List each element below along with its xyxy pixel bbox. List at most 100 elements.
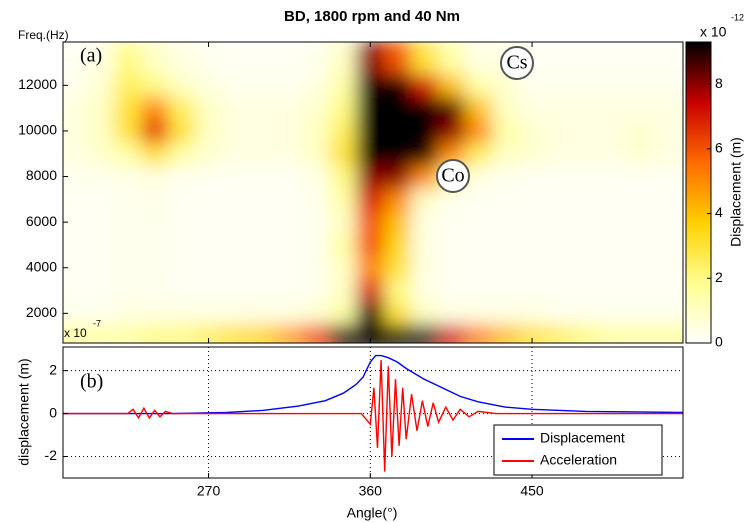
heatmap-cell	[63, 73, 88, 98]
heatmap-cell	[437, 96, 466, 121]
heatmap-cell	[87, 73, 115, 98]
heatmap-cell	[141, 73, 169, 98]
heatmap-cell	[168, 42, 196, 75]
heatmap-cell	[249, 187, 277, 212]
heatmap-cell	[383, 256, 412, 280]
heatmap-cell	[572, 210, 600, 235]
heatmap-cell	[87, 142, 115, 166]
heatmap-cell	[545, 233, 573, 257]
heatmap-cell	[87, 210, 115, 235]
overlay: 2000 4000 6000 8000 10000 12000 BD, 1800 rpm a…	[16, 8, 744, 521]
heatmap-cell	[63, 256, 88, 280]
heatmap-cell	[491, 256, 520, 280]
heatmap-cell	[195, 42, 223, 75]
heatmap-cell	[545, 256, 573, 280]
y-axis-label: displacement (m)	[16, 358, 32, 465]
heatmap-cell	[222, 142, 250, 166]
heatmap-cell	[410, 301, 439, 326]
heatmap-cell	[518, 96, 547, 121]
heatmap-cell	[141, 279, 169, 303]
heatmap-cell	[329, 324, 358, 343]
heatmap-cell	[195, 165, 223, 189]
heatmap-cell	[653, 256, 683, 280]
heatmap-cell	[275, 73, 304, 98]
heatmap-cell	[491, 279, 520, 303]
heatmap-cell	[275, 256, 304, 280]
heatmap-cell	[87, 256, 115, 280]
heatmap-cell	[195, 233, 223, 257]
heatmap-cell	[114, 187, 142, 212]
heatmap-cell	[168, 301, 196, 326]
legend-label: Displacement	[540, 430, 625, 446]
heatmap-cell	[545, 73, 573, 98]
heatmap-cell	[437, 73, 466, 98]
heatmap-cell	[63, 96, 88, 121]
heatmap-cell	[437, 187, 466, 212]
y-tick-label: 8000	[26, 167, 57, 183]
heatmap-cell	[626, 165, 654, 189]
heatmap-cell	[599, 324, 627, 343]
heatmap-cell	[653, 187, 683, 212]
heatmap-cell	[383, 279, 412, 303]
heatmap-cell	[87, 96, 115, 121]
heatmap-cell	[63, 119, 88, 143]
heatmap-cell	[545, 165, 573, 189]
y-tick-label: 2	[49, 361, 57, 377]
heatmap-cell	[626, 42, 654, 75]
heatmap-cell	[491, 119, 520, 143]
heatmap-cell	[329, 256, 358, 280]
y-tick-label: 6000	[26, 213, 57, 229]
heatmap-cell	[302, 73, 331, 98]
heatmap-cell	[329, 73, 358, 98]
heatmap-cell	[87, 119, 115, 143]
heatmap-cell	[545, 279, 573, 303]
heatmap-cell	[168, 279, 196, 303]
heatmap-cell	[545, 301, 573, 326]
heatmap-cell	[222, 96, 250, 121]
colorbar-tick-label: 2	[715, 269, 723, 285]
heatmap-cell	[572, 256, 600, 280]
heatmap-cell	[141, 96, 169, 121]
heatmap-cell	[222, 210, 250, 235]
heatmap-cell	[114, 119, 142, 143]
heatmap-cell	[518, 233, 547, 257]
x-axis-label: Angle(°)	[347, 505, 398, 521]
heatmap-cell	[63, 279, 88, 303]
colorbar-tick-label: 6	[715, 140, 723, 156]
heatmap-cell	[141, 256, 169, 280]
colorbar-label: Displacement (m)	[728, 137, 744, 247]
heatmap-cell	[356, 210, 385, 235]
heatmap-cell	[599, 301, 627, 326]
heatmap-cell	[249, 233, 277, 257]
heatmap-cell	[572, 73, 600, 98]
heatmap-cell	[653, 301, 683, 326]
heatmap-cell	[599, 73, 627, 98]
heatmap-cell	[410, 187, 439, 212]
heatmap-cell	[383, 187, 412, 212]
heatmap-cell	[464, 187, 493, 212]
heatmap-cell	[599, 119, 627, 143]
heatmap-cell	[329, 233, 358, 257]
plot-frame	[62, 41, 684, 344]
heatmap-cell	[356, 233, 385, 257]
heatmap-cell	[437, 119, 466, 143]
heatmap-cell	[356, 256, 385, 280]
heatmap-cell	[87, 279, 115, 303]
annotation-circle	[436, 159, 470, 193]
heatmap-cell	[545, 119, 573, 143]
y-scale-exponent: -7	[93, 318, 101, 328]
heatmap-cell	[275, 187, 304, 212]
heatmap-cell	[410, 233, 439, 257]
heatmap-cell	[63, 210, 88, 235]
heatmap-cell	[141, 165, 169, 189]
heatmap-cell	[410, 42, 439, 75]
heatmap-cell	[249, 324, 277, 343]
heatmap-cell	[464, 42, 493, 75]
heatmap-cell	[383, 210, 412, 235]
heatmap-cell	[329, 165, 358, 189]
y-tick-label: 12000	[18, 76, 57, 92]
heatmap-cell	[329, 119, 358, 143]
heatmap-cell	[302, 256, 331, 280]
heatmap-cell	[383, 301, 412, 326]
heatmap-cell	[356, 279, 385, 303]
